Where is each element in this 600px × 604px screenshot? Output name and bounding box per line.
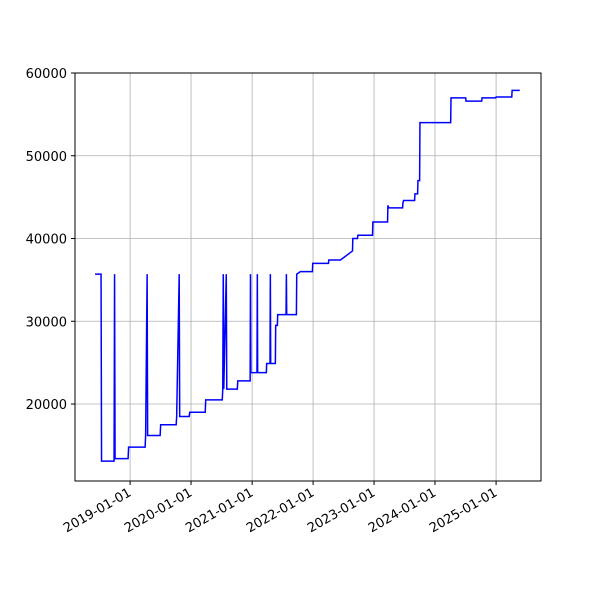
x-tick-label: 2025-01-01 [427,485,500,536]
y-tick-label: 50000 [26,150,67,165]
y-tick-label: 20000 [26,398,67,413]
y-tick-label: 30000 [26,315,67,330]
plot-frame [74,72,542,482]
x-tick-label: 2023-01-01 [305,485,378,536]
x-tick-label: 2019-01-01 [61,485,134,536]
x-tick-label: 2024-01-01 [366,485,439,536]
x-tick-label: 2020-01-01 [122,485,195,536]
x-tick-label: 2021-01-01 [183,485,256,536]
y-tick-label: 60000 [26,67,67,82]
y-tick-label: 40000 [26,233,67,248]
x-tick-label: 2022-01-01 [244,485,317,536]
line [95,89,520,462]
